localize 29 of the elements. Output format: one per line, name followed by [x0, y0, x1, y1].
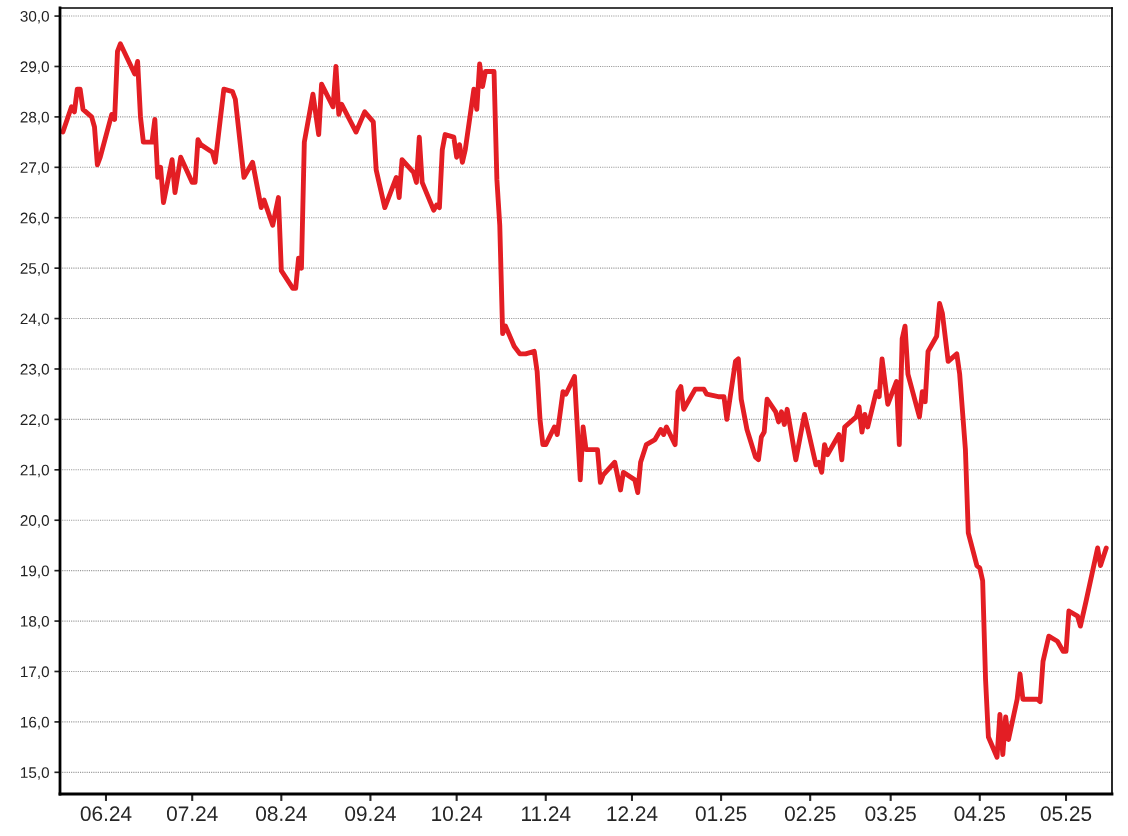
x-tick-label: 12.24: [607, 806, 658, 821]
x-tick-label: 01.25: [695, 806, 747, 822]
y-tick-label: 19,0: [21, 565, 49, 579]
x-tick-label: 11.24: [522, 806, 571, 821]
x-tick-label: 07.24: [166, 806, 218, 822]
x-tick-label: 10.24: [432, 806, 483, 822]
y-tick-label: 26,0: [20, 212, 49, 226]
y-tick-label: 22,0: [20, 414, 49, 427]
y-tick-label: 30,0: [20, 10, 49, 24]
x-tick-label: 02.25: [784, 806, 836, 822]
x-tick-label: 08.24: [256, 806, 307, 822]
y-tick-label: 18,0: [21, 615, 49, 629]
x-tick-label: 06.24: [80, 806, 132, 822]
y-tick-label: 28,0: [20, 111, 49, 125]
x-tick-label: 05.25: [1040, 806, 1092, 822]
x-tick-label: 09.24: [345, 806, 396, 822]
y-tick-label: 25,0: [20, 263, 49, 276]
y-tick-label: 21,0: [20, 464, 49, 478]
y-tick-label: 17,0: [21, 666, 49, 679]
y-tick-label: 23,0: [20, 363, 49, 377]
y-tick-label: 20,0: [20, 515, 49, 528]
line-series: [60, 41, 1109, 760]
x-tick-label: 03.25: [865, 806, 916, 822]
y-tick-label: 15,0: [21, 767, 49, 780]
y-tick-label: 27,0: [20, 162, 49, 175]
y-tick-label: 24,0: [20, 313, 49, 327]
y-tick-label: 29,0: [20, 61, 49, 74]
x-tick-label: 04.25: [954, 806, 1005, 822]
y-tick-label: 16,0: [21, 716, 49, 730]
